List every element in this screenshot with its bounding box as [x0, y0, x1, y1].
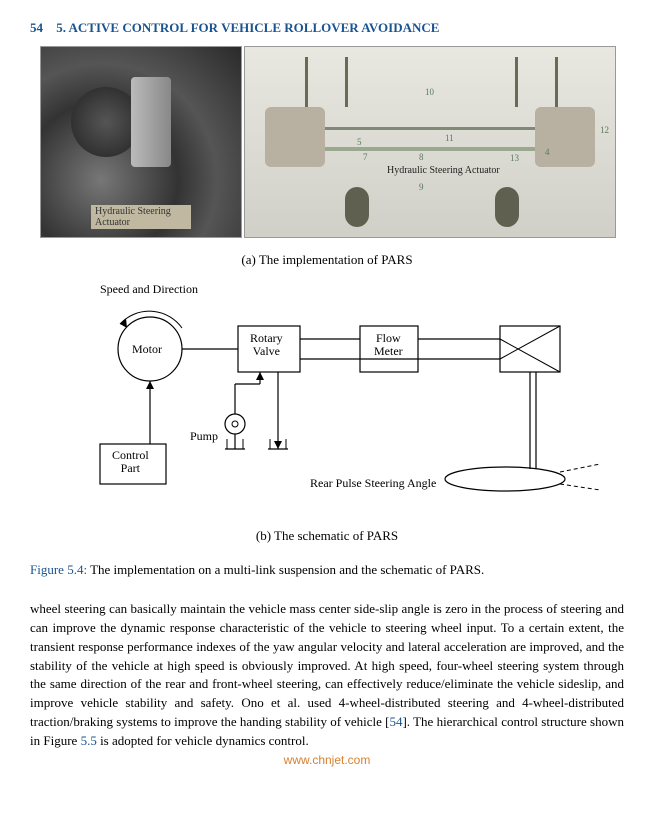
- body-paragraph: wheel steering can basically maintain th…: [30, 600, 624, 751]
- page-number: 54: [30, 20, 43, 35]
- marker-5: 5: [357, 137, 362, 147]
- marker-4: 4: [545, 147, 550, 157]
- label-motor: Motor: [132, 342, 162, 357]
- marker-9: 9: [419, 182, 424, 192]
- marker-13: 13: [510, 153, 519, 163]
- watermark: www.chnjet.com: [284, 753, 371, 767]
- figure-ref-5-5[interactable]: 5.5: [81, 733, 97, 748]
- label-meter: Meter: [374, 344, 403, 358]
- subcaption-a: (a) The implementation of PARS: [30, 252, 624, 268]
- page-header: 54 5. ACTIVE CONTROL FOR VEHICLE ROLLOVE…: [30, 20, 624, 36]
- figure-caption-text: The implementation on a multi-link suspe…: [87, 562, 484, 577]
- subcaption-b: (b) The schematic of PARS: [30, 528, 624, 544]
- photo-right: 10 5 7 8 9 11 12 13 4 Hydraulic Steering…: [244, 46, 616, 238]
- marker-12: 12: [600, 125, 609, 135]
- schematic-diagram: Speed and Direction Motor Rotary Valve F…: [60, 284, 604, 514]
- citation-54[interactable]: 54: [389, 714, 402, 729]
- label-part: Part: [121, 461, 140, 475]
- label-control: Control: [112, 448, 149, 462]
- chapter-title: 5. ACTIVE CONTROL FOR VEHICLE ROLLOVER A…: [56, 20, 439, 35]
- label-pump: Pump: [190, 429, 218, 444]
- marker-10: 10: [425, 87, 434, 97]
- photo-left: Hydraulic Steering Actuator: [40, 46, 242, 238]
- label-rotary: Rotary: [250, 331, 283, 345]
- actuator-label-left: Hydraulic Steering Actuator: [91, 205, 191, 229]
- body-text-3: is adopted for vehicle dynamics control.: [97, 733, 309, 748]
- label-valve: Valve: [253, 344, 280, 358]
- marker-7: 7: [363, 152, 368, 162]
- marker-11: 11: [445, 133, 454, 143]
- figure-caption: Figure 5.4: The implementation on a mult…: [30, 562, 624, 578]
- label-flow: Flow: [376, 331, 401, 345]
- body-text-1: wheel steering can basically maintain th…: [30, 601, 624, 729]
- actuator-label-right: Hydraulic Steering Actuator: [385, 165, 502, 176]
- marker-8: 8: [419, 152, 424, 162]
- label-speed-direction: Speed and Direction: [100, 282, 198, 297]
- label-rear-pulse: Rear Pulse Steering Angle: [310, 476, 436, 491]
- figure-5-4: Hydraulic Steering Actuator 10 5 7 8 9 1…: [30, 46, 624, 578]
- figure-photo-row: Hydraulic Steering Actuator 10 5 7 8 9 1…: [40, 46, 624, 238]
- figure-number: Figure 5.4:: [30, 562, 87, 577]
